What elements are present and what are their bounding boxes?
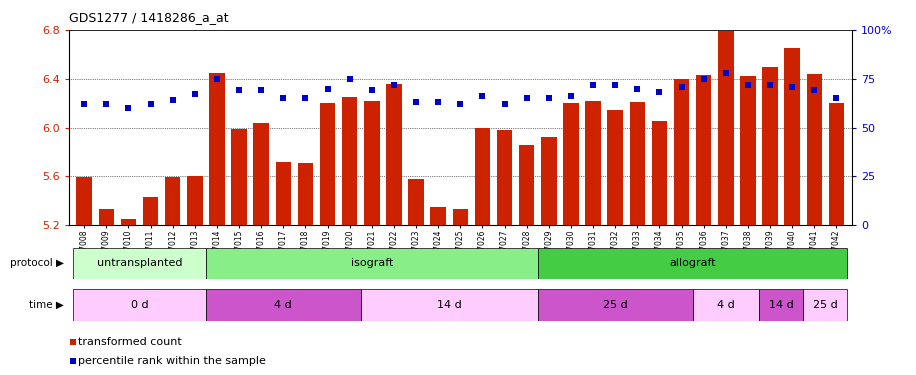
Point <box>475 93 490 99</box>
Point <box>829 95 844 101</box>
Text: 25 d: 25 d <box>813 300 838 310</box>
Bar <box>740 76 756 225</box>
Point <box>696 76 711 82</box>
Point <box>143 101 158 107</box>
Bar <box>538 289 692 321</box>
Text: allograft: allograft <box>670 258 716 268</box>
Point <box>188 92 202 98</box>
Point <box>740 82 755 88</box>
Text: 4 d: 4 d <box>717 300 735 310</box>
Bar <box>453 209 468 225</box>
Point <box>210 76 224 82</box>
Bar <box>206 289 361 321</box>
Point <box>387 82 401 88</box>
Bar <box>607 111 623 225</box>
Bar <box>206 248 538 279</box>
Bar <box>121 219 136 225</box>
Point <box>541 95 556 101</box>
Text: protocol ▶: protocol ▶ <box>10 258 64 268</box>
Bar <box>674 79 689 225</box>
Bar <box>759 289 803 321</box>
Bar <box>762 67 778 225</box>
Point <box>785 84 800 90</box>
Text: time ▶: time ▶ <box>29 300 64 310</box>
Point <box>298 95 312 101</box>
Point <box>232 87 246 93</box>
Bar <box>232 129 246 225</box>
Bar <box>165 177 180 225</box>
Point <box>652 89 667 95</box>
Bar <box>784 48 800 225</box>
Point <box>166 97 180 103</box>
Text: GDS1277 / 1418286_a_at: GDS1277 / 1418286_a_at <box>69 11 228 24</box>
Point <box>99 101 114 107</box>
Text: 25 d: 25 d <box>603 300 627 310</box>
Point <box>121 105 136 111</box>
Bar <box>361 289 538 321</box>
Text: isograft: isograft <box>351 258 393 268</box>
Point <box>276 95 290 101</box>
Point <box>254 87 268 93</box>
Bar <box>99 209 114 225</box>
Text: 14 d: 14 d <box>437 300 462 310</box>
Bar <box>387 84 401 225</box>
Bar <box>320 103 335 225</box>
Bar <box>541 137 557 225</box>
Bar <box>563 103 579 225</box>
Text: 0 d: 0 d <box>131 300 148 310</box>
Point <box>807 87 822 93</box>
Point <box>630 86 645 92</box>
Bar <box>431 207 446 225</box>
Bar <box>73 289 206 321</box>
Point <box>608 82 623 88</box>
Bar <box>298 163 313 225</box>
Point <box>65 339 80 345</box>
Bar <box>76 177 92 225</box>
Point <box>77 101 92 107</box>
Bar <box>696 75 712 225</box>
Bar <box>409 179 424 225</box>
Bar <box>692 289 759 321</box>
Point <box>585 82 600 88</box>
Point <box>763 82 778 88</box>
Text: untransplanted: untransplanted <box>97 258 182 268</box>
Bar <box>342 97 357 225</box>
Point <box>343 76 357 82</box>
Text: transformed count: transformed count <box>79 336 182 346</box>
Bar <box>519 145 534 225</box>
Bar <box>538 248 847 279</box>
Point <box>409 99 423 105</box>
Bar <box>276 162 291 225</box>
Bar <box>806 74 822 225</box>
Bar <box>254 123 269 225</box>
Bar <box>73 248 206 279</box>
Text: 4 d: 4 d <box>275 300 292 310</box>
Bar <box>651 122 667 225</box>
Bar <box>718 31 734 225</box>
Bar <box>187 176 202 225</box>
Point <box>65 358 80 364</box>
Point <box>718 70 733 76</box>
Bar <box>474 128 490 225</box>
Point <box>453 101 467 107</box>
Point <box>365 87 379 93</box>
Bar <box>496 130 512 225</box>
Point <box>431 99 445 105</box>
Bar <box>143 197 158 225</box>
Point <box>519 95 534 101</box>
Point <box>321 86 335 92</box>
Bar <box>209 73 224 225</box>
Text: percentile rank within the sample: percentile rank within the sample <box>79 356 267 366</box>
Bar <box>803 289 847 321</box>
Bar <box>829 103 845 225</box>
Point <box>563 93 578 99</box>
Text: 14 d: 14 d <box>769 300 793 310</box>
Bar <box>629 102 645 225</box>
Point <box>497 101 512 107</box>
Bar <box>585 101 601 225</box>
Point <box>674 84 689 90</box>
Bar <box>364 101 379 225</box>
